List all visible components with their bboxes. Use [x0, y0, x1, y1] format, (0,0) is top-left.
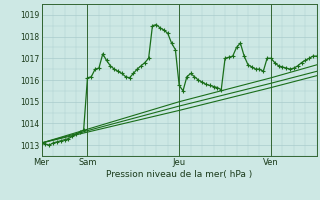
X-axis label: Pression niveau de la mer( hPa ): Pression niveau de la mer( hPa ): [106, 170, 252, 179]
